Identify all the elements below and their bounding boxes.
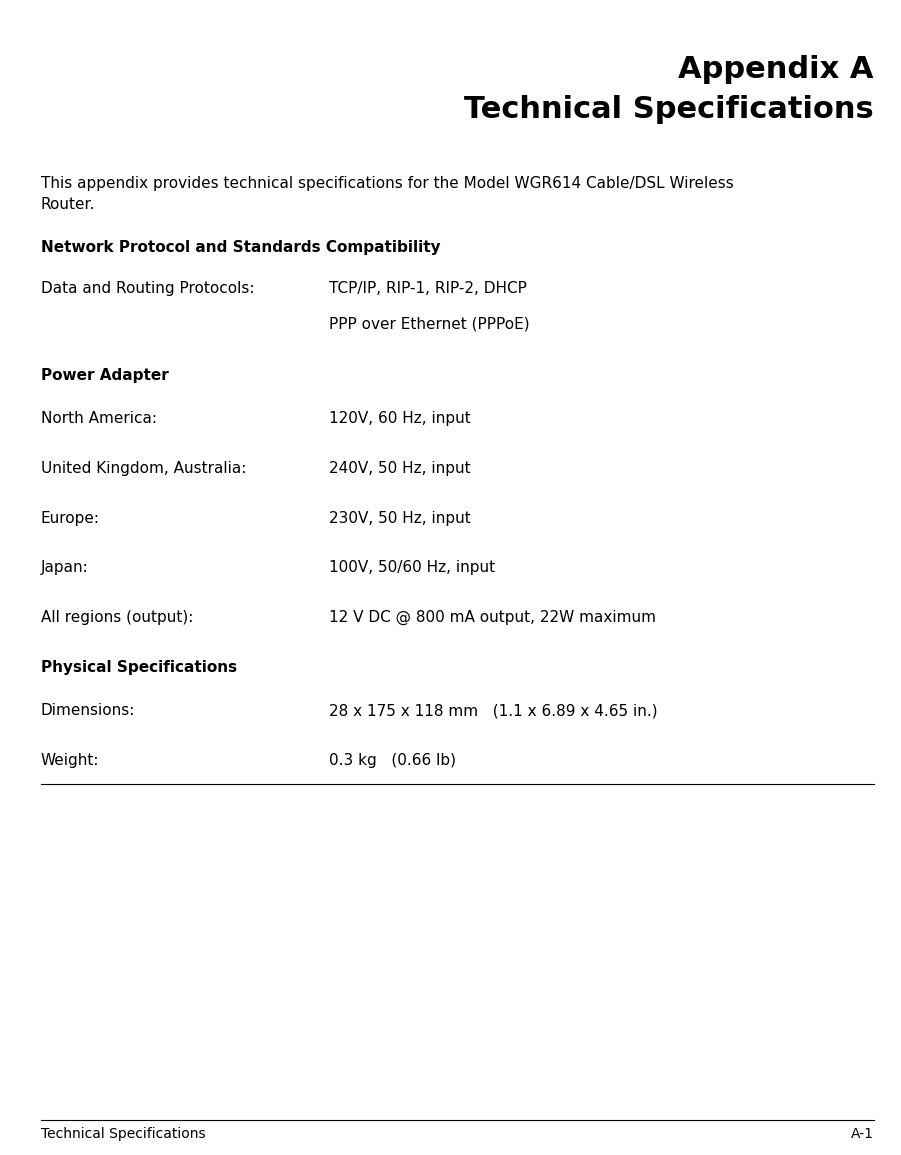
Text: 230V, 50 Hz, input: 230V, 50 Hz, input [329, 511, 470, 526]
Text: Physical Specifications: Physical Specifications [41, 660, 237, 675]
Text: Europe:: Europe: [41, 511, 99, 526]
Text: Japan:: Japan: [41, 560, 88, 575]
Text: United Kingdom, Australia:: United Kingdom, Australia: [41, 461, 246, 476]
Text: Power Adapter: Power Adapter [41, 367, 168, 382]
Text: Technical Specifications: Technical Specifications [41, 1127, 205, 1141]
Text: All regions (output):: All regions (output): [41, 610, 193, 625]
Text: A-1: A-1 [851, 1127, 874, 1141]
Text: Network Protocol and Standards Compatibility: Network Protocol and Standards Compatibi… [41, 240, 441, 255]
Text: 12 V DC @ 800 mA output, 22W maximum: 12 V DC @ 800 mA output, 22W maximum [329, 610, 656, 625]
Text: 100V, 50/60 Hz, input: 100V, 50/60 Hz, input [329, 560, 495, 575]
Text: PPP over Ethernet (PPPoE): PPP over Ethernet (PPPoE) [329, 316, 530, 331]
Text: 240V, 50 Hz, input: 240V, 50 Hz, input [329, 461, 470, 476]
Text: 28 x 175 x 118 mm   (1.1 x 6.89 x 4.65 in.): 28 x 175 x 118 mm (1.1 x 6.89 x 4.65 in.… [329, 703, 658, 718]
Text: North America:: North America: [41, 411, 157, 426]
Text: 120V, 60 Hz, input: 120V, 60 Hz, input [329, 411, 470, 426]
Text: Dimensions:: Dimensions: [41, 703, 135, 718]
Text: Appendix A: Appendix A [678, 55, 874, 84]
Text: TCP/IP, RIP-1, RIP-2, DHCP: TCP/IP, RIP-1, RIP-2, DHCP [329, 281, 527, 296]
Text: 0.3 kg   (0.66 lb): 0.3 kg (0.66 lb) [329, 753, 456, 768]
Text: Technical Specifications: Technical Specifications [464, 95, 874, 124]
Text: This appendix provides technical specifications for the Model WGR614 Cable/DSL W: This appendix provides technical specifi… [41, 176, 733, 211]
Text: Data and Routing Protocols:: Data and Routing Protocols: [41, 281, 254, 296]
Text: Weight:: Weight: [41, 753, 99, 768]
